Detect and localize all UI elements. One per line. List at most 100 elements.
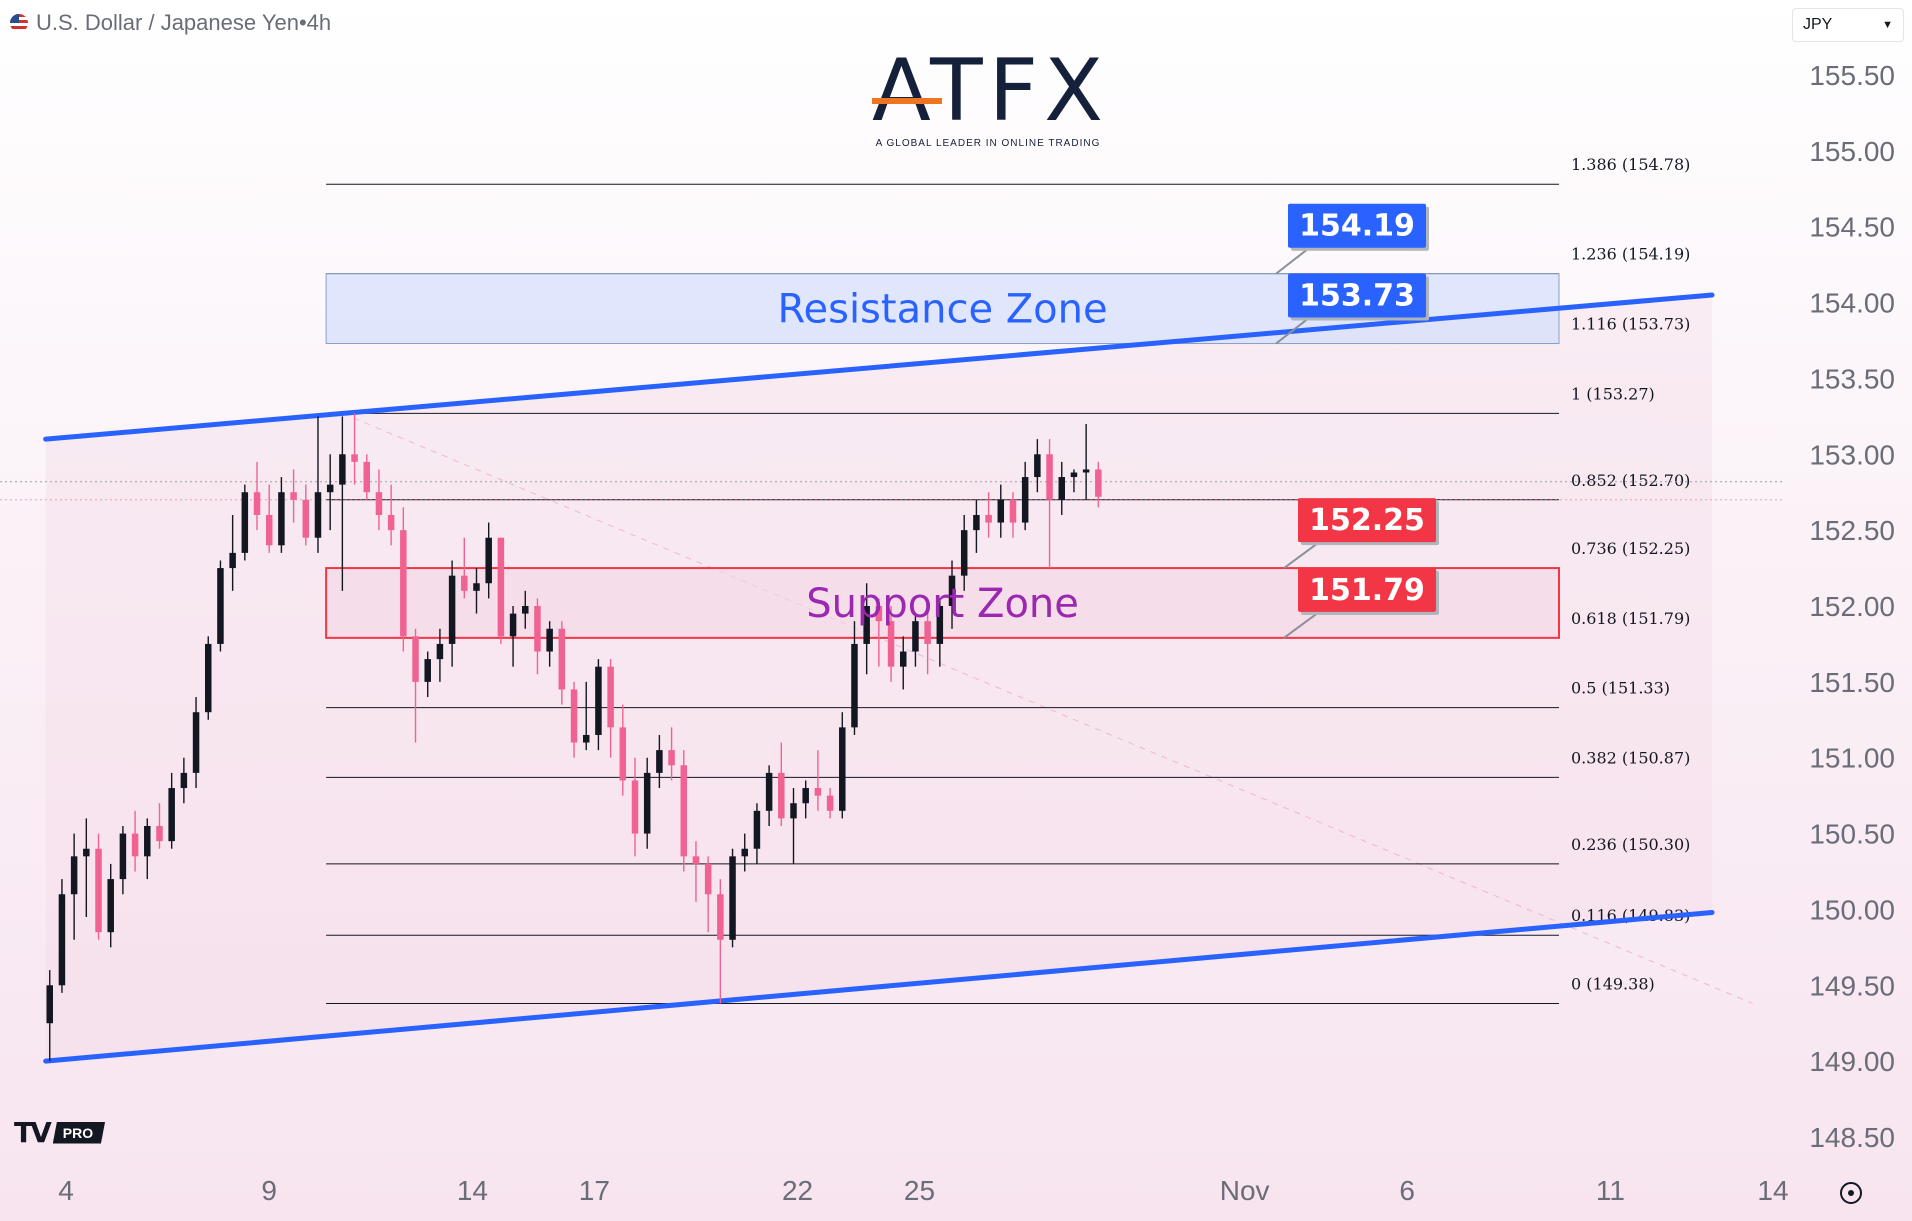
candle-body: [253, 492, 261, 515]
symbol-header: U.S. Dollar / Japanese Yen • 4h: [10, 10, 331, 36]
candle-body: [375, 492, 383, 515]
atfx-logo: ATFX A GLOBAL LEADER IN ONLINE TRADING: [872, 48, 1104, 149]
y-axis-tick-label: 148.50: [1809, 1122, 1895, 1153]
candle-body: [1070, 472, 1078, 478]
chart-settings-icon[interactable]: [1840, 1182, 1862, 1204]
candle-body: [119, 833, 127, 880]
candle-body: [278, 492, 285, 546]
candle-body: [107, 879, 114, 933]
candle-body: [558, 628, 566, 690]
candle-body: [875, 606, 883, 622]
candle-body: [436, 643, 444, 660]
currency-select[interactable]: JPY ▼: [1792, 8, 1904, 42]
channel-lower-line[interactable]: [43, 909, 1715, 1064]
channel-upper-line[interactable]: [43, 292, 1715, 442]
candle-body: [290, 492, 297, 500]
candle-body: [461, 575, 468, 591]
price-callout-text: 153.73: [1299, 279, 1415, 314]
candle-body: [802, 788, 809, 804]
fib-level-label: 1.386 (154.78): [1571, 155, 1690, 174]
candle-body: [778, 772, 785, 819]
candle-body: [1034, 454, 1041, 478]
candle-body: [156, 825, 163, 842]
price-callout-text: 154.19: [1299, 209, 1415, 244]
candle-body: [704, 863, 712, 895]
fib-level-label: 0.736 (152.25): [1571, 539, 1690, 558]
candle-body: [363, 461, 371, 493]
y-axis-tick-label: 149.50: [1809, 970, 1895, 1001]
price-callout-box[interactable]: [1298, 498, 1436, 543]
candle-body: [887, 621, 895, 667]
candle-body: [58, 894, 66, 986]
price-callout-box[interactable]: [1298, 567, 1436, 612]
candle-body: [448, 575, 456, 644]
x-axis-tick-label: 11: [1596, 1175, 1625, 1206]
candle-body: [729, 856, 736, 940]
candle-body: [387, 514, 395, 531]
candle-body: [570, 689, 578, 743]
y-axis-tick-label: 153.50: [1809, 363, 1895, 394]
logo-wordmark: ATFX: [872, 41, 1110, 141]
x-axis-tick-label: 22: [782, 1175, 813, 1206]
candle-body: [839, 727, 846, 811]
symbol-title: U.S. Dollar / Japanese Yen: [36, 10, 299, 35]
x-axis-tick-label: 6: [1399, 1175, 1415, 1206]
candle-body: [1009, 499, 1017, 523]
candle-body: [168, 788, 175, 842]
candle-body: [473, 583, 480, 591]
logo-tagline: A GLOBAL LEADER IN ONLINE TRADING: [875, 138, 1101, 149]
support-zone-label: Support Zone: [806, 581, 1079, 627]
interval-label[interactable]: 4h: [306, 10, 332, 35]
candle-body: [229, 552, 236, 569]
candle-body: [582, 734, 590, 743]
candle-body: [46, 985, 53, 1024]
candle-body: [1058, 477, 1065, 500]
candle-body: [217, 568, 224, 644]
candle-body: [595, 666, 602, 735]
candle-body: [485, 537, 492, 584]
candle-body: [936, 606, 944, 644]
fib-level-label: 1.116 (153.73): [1571, 315, 1690, 334]
candle-body: [643, 772, 651, 834]
pro-label: PRO: [52, 1121, 106, 1144]
tradingview-pro-badge: TV PRO: [14, 1116, 106, 1149]
y-axis-tick-label: 152.50: [1809, 515, 1895, 546]
candle-body: [899, 651, 907, 667]
y-axis-tick-label: 152.00: [1809, 591, 1895, 622]
candle-body: [522, 606, 529, 614]
candle-body: [973, 514, 980, 531]
price-callout-box[interactable]: [1288, 273, 1426, 318]
candle-body: [717, 894, 724, 940]
x-axis-tick-label: 9: [261, 1175, 277, 1206]
candle-body: [131, 833, 139, 857]
price-callout-box[interactable]: [1288, 203, 1426, 248]
candle-body: [241, 492, 249, 553]
candle-body: [351, 454, 358, 462]
resistance-zone-label: Resistance Zone: [778, 287, 1108, 333]
candle-body: [765, 772, 773, 811]
candle-body: [339, 454, 346, 485]
candle-body: [680, 765, 688, 857]
y-axis-tick-label: 155.50: [1809, 60, 1895, 91]
y-axis-tick-label: 154.50: [1809, 212, 1895, 243]
us-flag-icon: [10, 14, 28, 32]
x-axis-tick-label: Nov: [1220, 1175, 1270, 1206]
candle-body: [851, 643, 858, 728]
x-axis-tick-label: 17: [579, 1175, 610, 1206]
candle-body: [1095, 469, 1102, 497]
candle-body: [948, 575, 956, 606]
x-axis-tick-label: 25: [904, 1175, 935, 1206]
tradingview-logo-icon: TV: [14, 1116, 52, 1149]
price-callout-text: 151.79: [1309, 573, 1425, 608]
candle-body: [412, 636, 419, 682]
fib-level-label: 0.618 (151.79): [1571, 609, 1690, 628]
candle-body: [497, 537, 505, 637]
candle-body: [985, 514, 992, 523]
candle-body: [960, 530, 968, 576]
fib-level-label: 0.852 (152.70): [1571, 471, 1690, 490]
candle-body: [1021, 477, 1029, 523]
candle-body: [619, 727, 627, 781]
logo-accent-bar: [872, 98, 942, 104]
y-axis-tick-label: 153.00: [1809, 439, 1895, 470]
